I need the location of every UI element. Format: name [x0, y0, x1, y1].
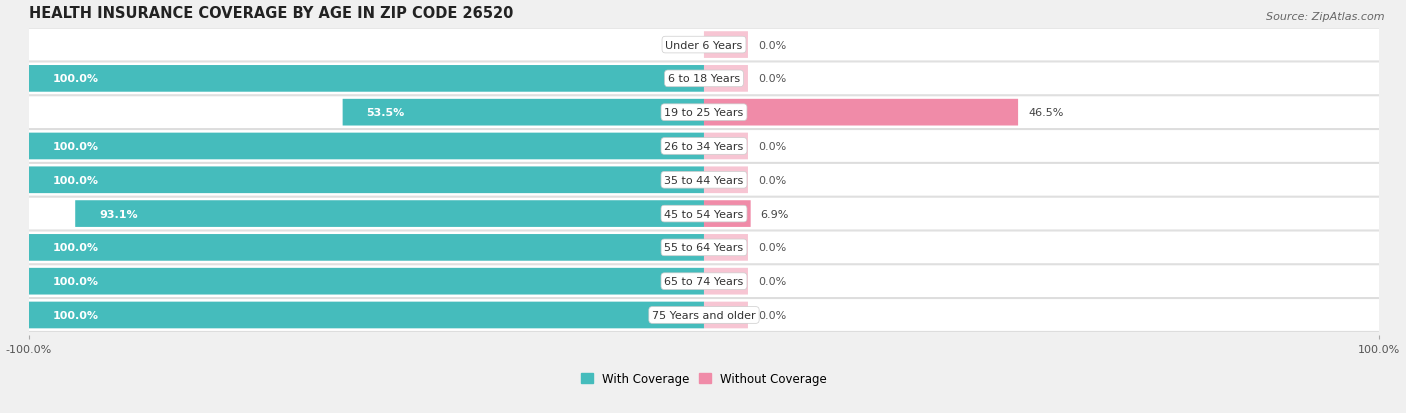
Text: 100.0%: 100.0% — [52, 277, 98, 287]
Text: 6.9%: 6.9% — [761, 209, 789, 219]
Text: 0.0%: 0.0% — [758, 243, 786, 253]
FancyBboxPatch shape — [28, 302, 704, 328]
Text: 35 to 44 Years: 35 to 44 Years — [665, 176, 744, 185]
FancyBboxPatch shape — [704, 100, 1018, 126]
Text: 100.0%: 100.0% — [52, 243, 98, 253]
FancyBboxPatch shape — [704, 268, 748, 295]
Text: 75 Years and older: 75 Years and older — [652, 310, 756, 320]
FancyBboxPatch shape — [704, 167, 748, 194]
Text: 100.0%: 100.0% — [52, 176, 98, 185]
Text: 0.0%: 0.0% — [758, 74, 786, 84]
FancyBboxPatch shape — [28, 167, 704, 194]
Text: 0.0%: 0.0% — [665, 40, 695, 50]
FancyBboxPatch shape — [704, 235, 748, 261]
Text: 100.0%: 100.0% — [52, 74, 98, 84]
FancyBboxPatch shape — [18, 164, 1389, 197]
Text: Source: ZipAtlas.com: Source: ZipAtlas.com — [1267, 12, 1385, 22]
Text: 65 to 74 Years: 65 to 74 Years — [665, 277, 744, 287]
Text: 0.0%: 0.0% — [758, 277, 786, 287]
Text: 0.0%: 0.0% — [758, 176, 786, 185]
Text: 100.0%: 100.0% — [52, 142, 98, 152]
FancyBboxPatch shape — [18, 231, 1389, 264]
FancyBboxPatch shape — [704, 66, 748, 93]
Text: 0.0%: 0.0% — [758, 310, 786, 320]
Text: 19 to 25 Years: 19 to 25 Years — [665, 108, 744, 118]
Text: 45 to 54 Years: 45 to 54 Years — [665, 209, 744, 219]
FancyBboxPatch shape — [28, 268, 704, 295]
FancyBboxPatch shape — [18, 299, 1389, 332]
FancyBboxPatch shape — [28, 235, 704, 261]
Text: 100.0%: 100.0% — [52, 310, 98, 320]
FancyBboxPatch shape — [704, 133, 748, 160]
Text: 55 to 64 Years: 55 to 64 Years — [665, 243, 744, 253]
Text: 53.5%: 53.5% — [367, 108, 405, 118]
Legend: With Coverage, Without Coverage: With Coverage, Without Coverage — [581, 372, 827, 385]
FancyBboxPatch shape — [704, 32, 748, 59]
Text: 0.0%: 0.0% — [758, 142, 786, 152]
FancyBboxPatch shape — [704, 201, 751, 228]
FancyBboxPatch shape — [75, 201, 704, 228]
Text: 93.1%: 93.1% — [98, 209, 138, 219]
FancyBboxPatch shape — [18, 63, 1389, 95]
Text: Under 6 Years: Under 6 Years — [665, 40, 742, 50]
FancyBboxPatch shape — [18, 265, 1389, 298]
FancyBboxPatch shape — [18, 29, 1389, 62]
FancyBboxPatch shape — [28, 133, 704, 160]
FancyBboxPatch shape — [18, 130, 1389, 163]
FancyBboxPatch shape — [18, 198, 1389, 230]
FancyBboxPatch shape — [18, 97, 1389, 129]
FancyBboxPatch shape — [343, 100, 704, 126]
Text: 26 to 34 Years: 26 to 34 Years — [665, 142, 744, 152]
FancyBboxPatch shape — [704, 302, 748, 328]
Text: 0.0%: 0.0% — [758, 40, 786, 50]
Text: 6 to 18 Years: 6 to 18 Years — [668, 74, 740, 84]
FancyBboxPatch shape — [28, 66, 704, 93]
Text: HEALTH INSURANCE COVERAGE BY AGE IN ZIP CODE 26520: HEALTH INSURANCE COVERAGE BY AGE IN ZIP … — [28, 5, 513, 21]
Text: 46.5%: 46.5% — [1028, 108, 1063, 118]
